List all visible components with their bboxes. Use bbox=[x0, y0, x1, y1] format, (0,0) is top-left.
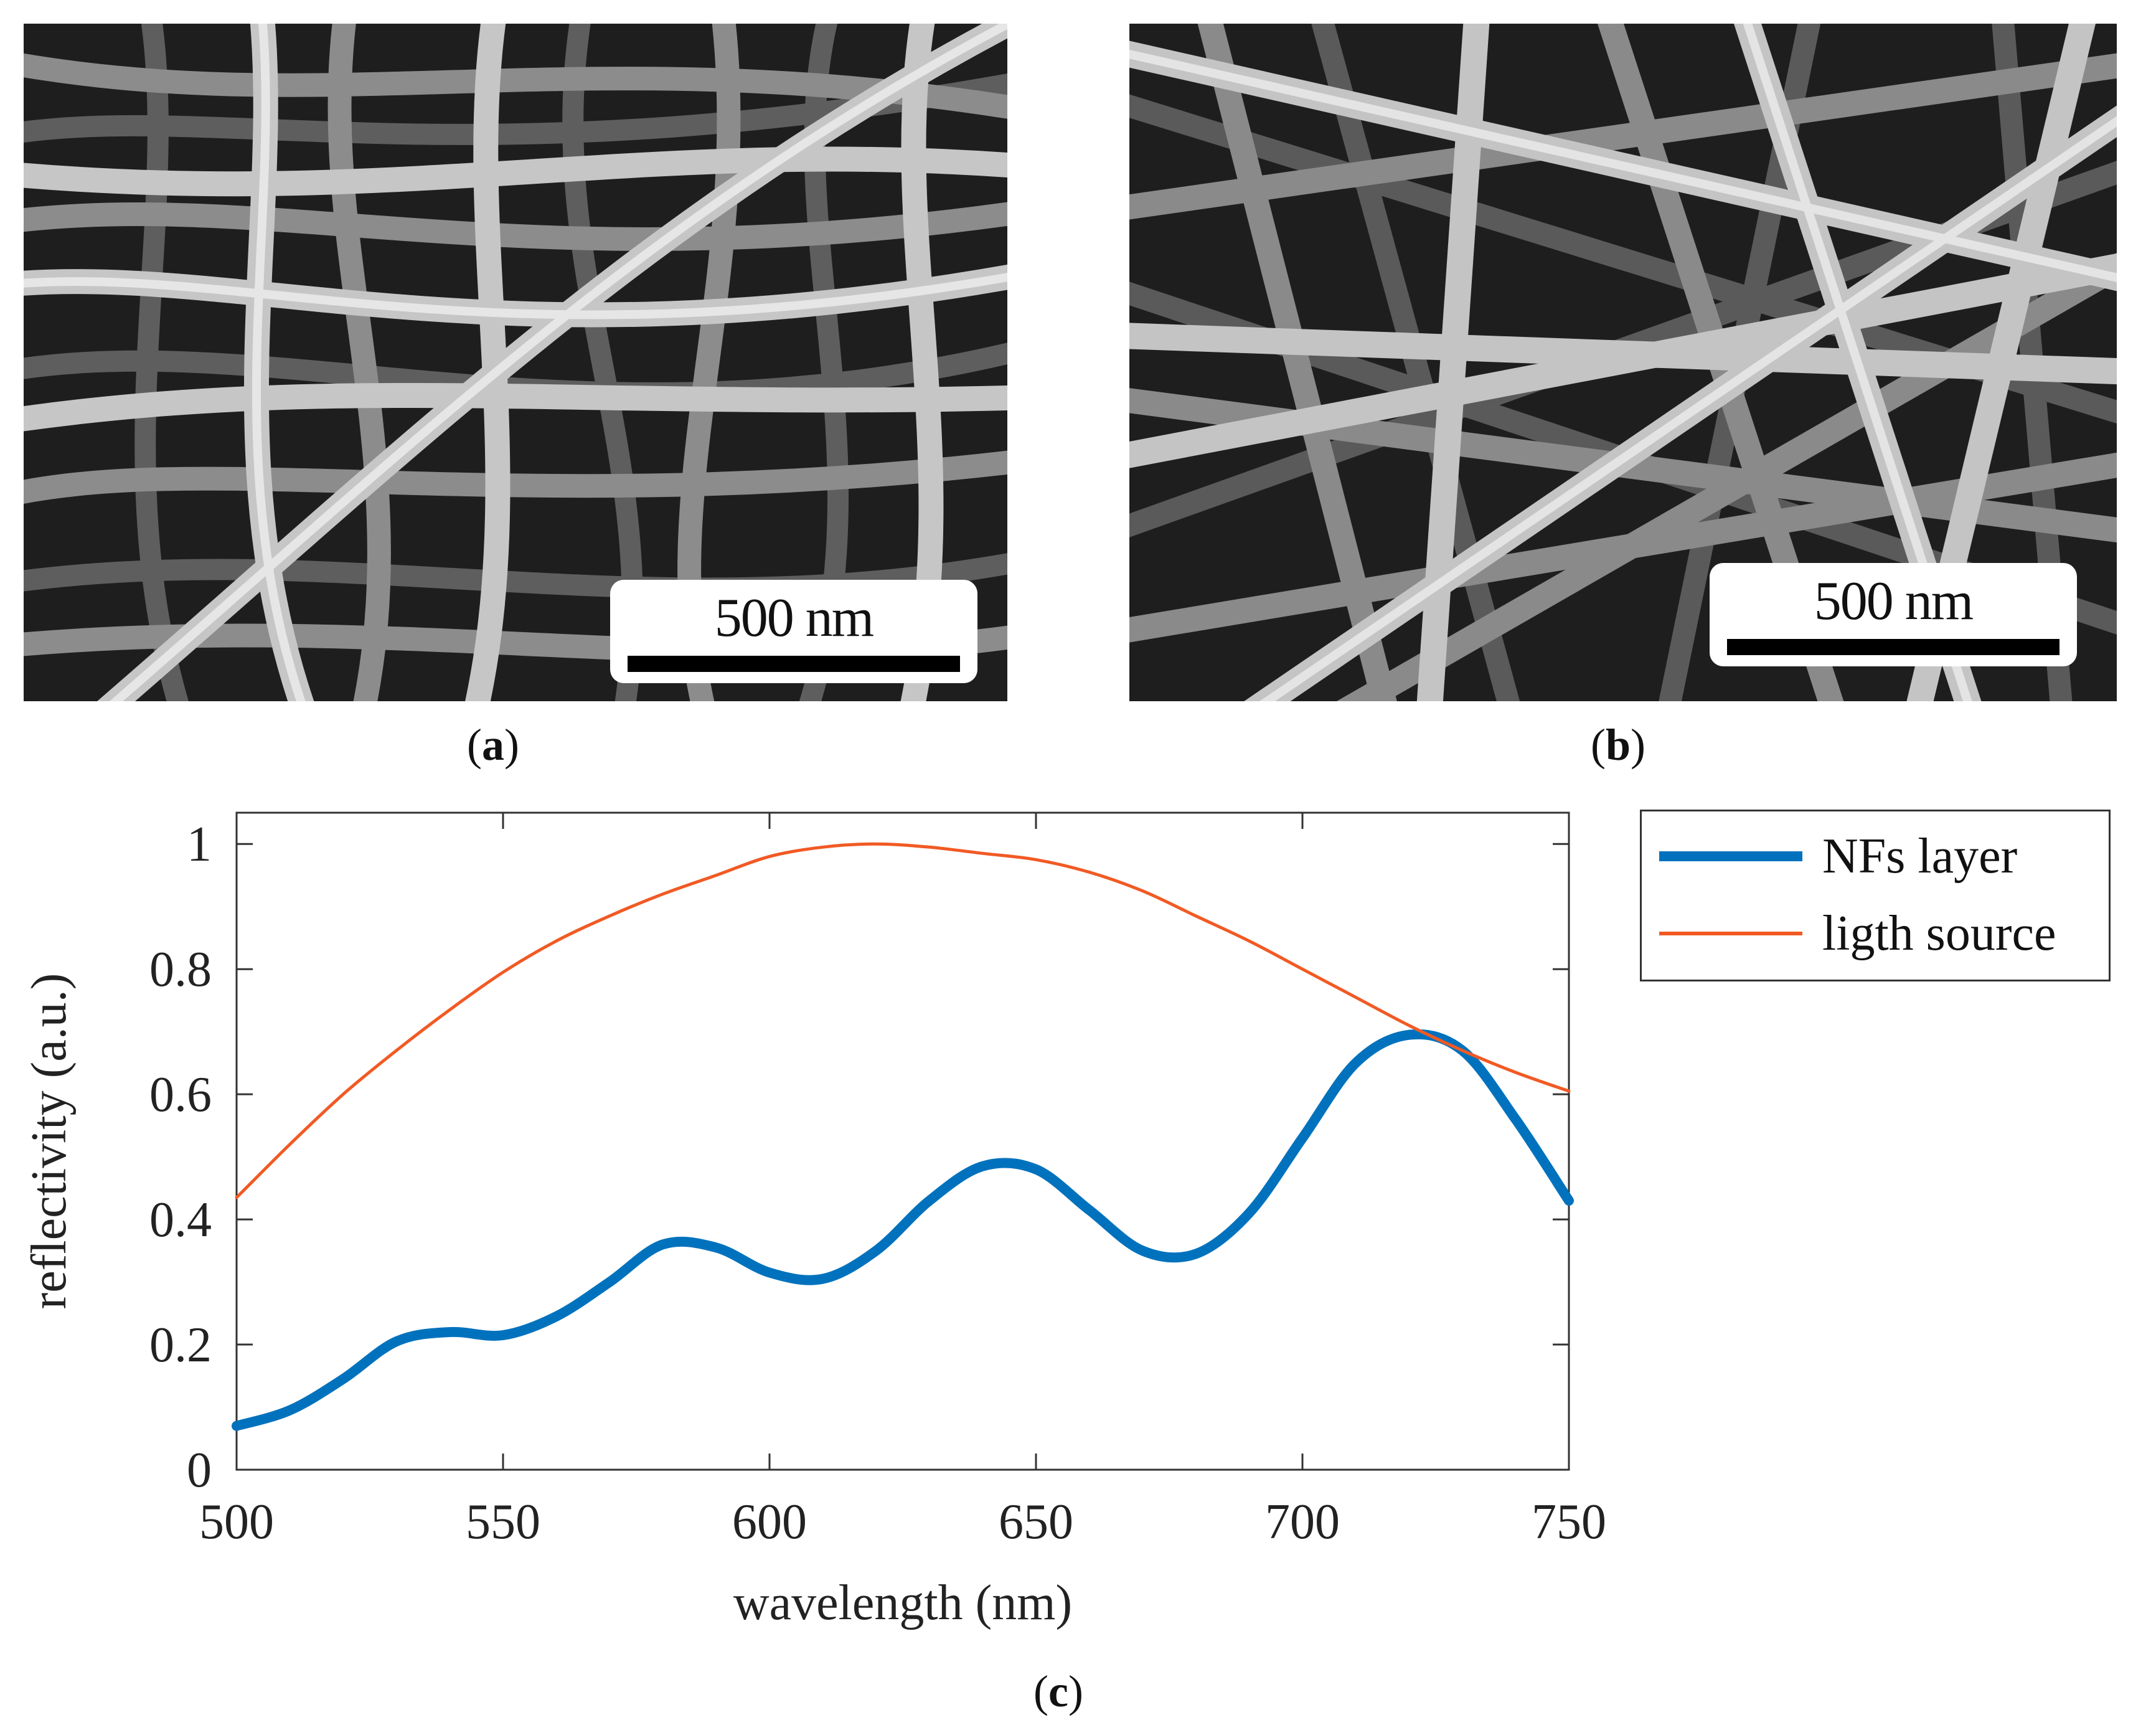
sem-image-b: 500 nm bbox=[1129, 24, 2117, 701]
y-tick-label: 0.6 bbox=[149, 1067, 212, 1122]
x-tick-label: 500 bbox=[199, 1495, 274, 1549]
legend-label-light-source: ligth source bbox=[1822, 906, 2056, 961]
y-axis-label: reflectivity (a.u.) bbox=[22, 973, 77, 1310]
y-tick-label: 0.2 bbox=[149, 1318, 212, 1373]
sem-image-a: 500 nm bbox=[24, 24, 1007, 701]
x-tick-label: 700 bbox=[1265, 1495, 1340, 1549]
x-tick-label: 750 bbox=[1532, 1495, 1606, 1549]
legend-swatch-nfs-layer bbox=[1659, 851, 1802, 861]
legend-label-nfs-layer: NFs layer bbox=[1822, 829, 2018, 884]
plot-area bbox=[235, 811, 1570, 1471]
panel-label-a: (a) bbox=[467, 720, 519, 770]
scale-bar-line-b bbox=[1727, 639, 2059, 655]
x-tick-label: 650 bbox=[999, 1495, 1073, 1549]
series-line-light-source bbox=[235, 842, 1571, 1199]
panel-label-c: (c) bbox=[1033, 1666, 1083, 1716]
legend-swatch-light-source bbox=[1659, 932, 1802, 935]
y-tick-label: 0.8 bbox=[149, 942, 212, 997]
x-tick-label: 600 bbox=[732, 1495, 807, 1549]
panel-label-b: (b) bbox=[1591, 720, 1646, 770]
scale-bar-line-a bbox=[628, 656, 960, 672]
x-tick-label: 550 bbox=[466, 1495, 540, 1549]
y-tick-label: 0.4 bbox=[149, 1193, 212, 1247]
y-tick-label: 0 bbox=[187, 1443, 212, 1498]
scale-bar-b: 500 nm bbox=[1710, 563, 2077, 666]
y-tick-label: 1 bbox=[187, 817, 212, 872]
chart-legend: NFs layer ligth source bbox=[1640, 810, 2111, 981]
series-line-nfs-layer bbox=[232, 1029, 1574, 1431]
scale-bar-a: 500 nm bbox=[610, 580, 977, 683]
scale-bar-label-a: 500 nm bbox=[714, 588, 874, 648]
scale-bar-label-b: 500 nm bbox=[1814, 571, 1974, 631]
x-axis-label: wavelength (nm) bbox=[733, 1576, 1072, 1630]
